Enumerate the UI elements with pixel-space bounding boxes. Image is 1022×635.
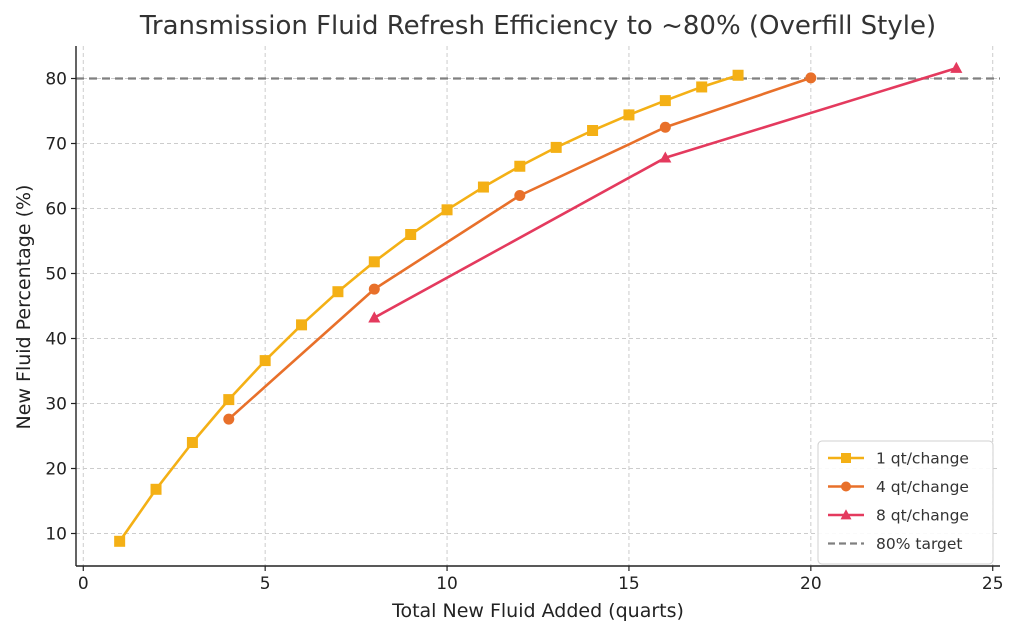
data-point-marker <box>150 483 162 495</box>
data-point-marker <box>405 229 417 240</box>
data-point-marker <box>259 355 271 367</box>
data-point-marker <box>368 256 380 268</box>
legend-box <box>817 440 994 565</box>
data-point-marker <box>114 535 126 547</box>
y-tick-label: 40 <box>45 330 67 350</box>
legend-entry: 8 qt/change <box>828 507 969 525</box>
series-3 <box>368 61 963 323</box>
data-point-marker <box>659 121 671 133</box>
legend-label: 8 qt/change <box>876 507 969 525</box>
x-tick-label: 20 <box>800 574 822 594</box>
data-point-marker <box>477 181 489 193</box>
y-tick-label: 60 <box>45 200 67 220</box>
axes-layer: 0 5 10 15 20 25 10 20 30 40 50 60 70 80 <box>45 46 1004 594</box>
y-tick-label: 80 <box>45 70 67 90</box>
data-point-marker <box>186 437 198 448</box>
data-point-marker <box>840 509 852 520</box>
legend-label: 4 qt/change <box>876 478 969 496</box>
y-tick-label: 70 <box>45 135 67 155</box>
x-tick-label: 15 <box>618 574 640 594</box>
data-point-marker <box>441 204 453 216</box>
data-point-marker <box>296 319 308 331</box>
series-layer <box>114 61 963 547</box>
x-tick-label: 0 <box>78 574 89 594</box>
chart-title: Transmission Fluid Refresh Efficiency to… <box>139 11 936 41</box>
legend-entry: 80% target <box>828 535 963 553</box>
data-point-marker <box>841 453 851 463</box>
legend-label: 80% target <box>876 535 963 553</box>
series-1 <box>114 69 744 547</box>
series-2 <box>223 72 817 425</box>
legend-label: 1 qt/change <box>876 450 969 468</box>
x-tick-label: 10 <box>436 574 458 594</box>
data-point-marker <box>950 61 963 73</box>
data-point-marker <box>696 81 708 93</box>
y-tick-label: 20 <box>45 460 67 480</box>
data-point-marker <box>659 95 671 107</box>
y-axis-label: New Fluid Percentage (%) <box>13 185 35 430</box>
data-point-marker <box>368 283 380 295</box>
data-point-marker <box>223 394 235 406</box>
y-tick-label: 50 <box>45 265 67 285</box>
data-point-marker <box>587 125 599 136</box>
legend-entry: 4 qt/change <box>828 478 969 496</box>
data-point-marker <box>514 160 526 172</box>
data-point-marker <box>223 413 235 425</box>
data-point-marker <box>659 151 672 163</box>
y-tick-label: 30 <box>45 395 67 415</box>
y-tick-label: 10 <box>45 525 67 545</box>
data-point-marker <box>332 286 344 298</box>
data-point-marker <box>514 190 526 201</box>
series-line <box>118 74 739 543</box>
legend-entry: 1 qt/change <box>828 450 969 468</box>
legend: 1 qt/change 4 qt/change 8 qt/change 80% tar… <box>817 440 994 565</box>
x-tick-label: 25 <box>982 574 1004 594</box>
data-point-marker <box>368 311 381 323</box>
x-tick-label: 5 <box>260 574 271 594</box>
data-point-marker <box>623 109 635 121</box>
data-point-marker <box>805 72 817 84</box>
series-line <box>227 76 812 421</box>
x-axis-label: Total New Fluid Added (quarts) <box>391 600 684 622</box>
data-point-marker <box>841 481 851 492</box>
data-point-marker <box>550 141 562 153</box>
data-point-marker <box>732 69 744 81</box>
